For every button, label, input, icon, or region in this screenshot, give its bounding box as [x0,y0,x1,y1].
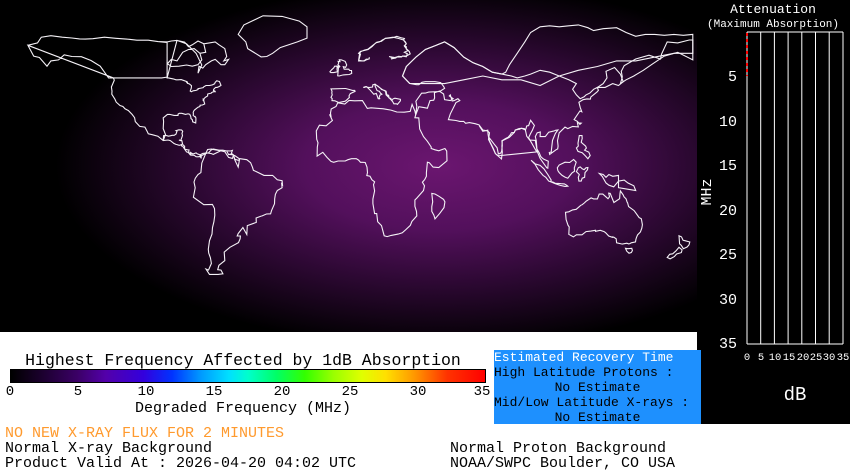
svg-text:25: 25 [719,247,737,264]
svg-text:30: 30 [823,352,836,364]
svg-text:10: 10 [769,352,782,364]
svg-text:15: 15 [719,158,737,175]
svg-text:0: 0 [744,352,750,364]
svg-text:(Maximum Absorption): (Maximum Absorption) [707,19,839,31]
svg-text:25: 25 [810,352,823,364]
svg-text:20: 20 [797,352,810,364]
svg-text:MHz: MHz [699,178,716,205]
svg-text:dB: dB [784,384,807,406]
svg-text:15: 15 [783,352,796,364]
svg-text:5: 5 [758,352,764,364]
svg-text:5: 5 [728,69,737,86]
svg-text:30: 30 [719,292,737,309]
svg-text:35: 35 [837,352,850,364]
svg-text:Attenuation: Attenuation [730,2,816,17]
svg-text:35: 35 [719,336,737,353]
svg-text:10: 10 [719,114,737,131]
svg-text:20: 20 [719,203,737,220]
